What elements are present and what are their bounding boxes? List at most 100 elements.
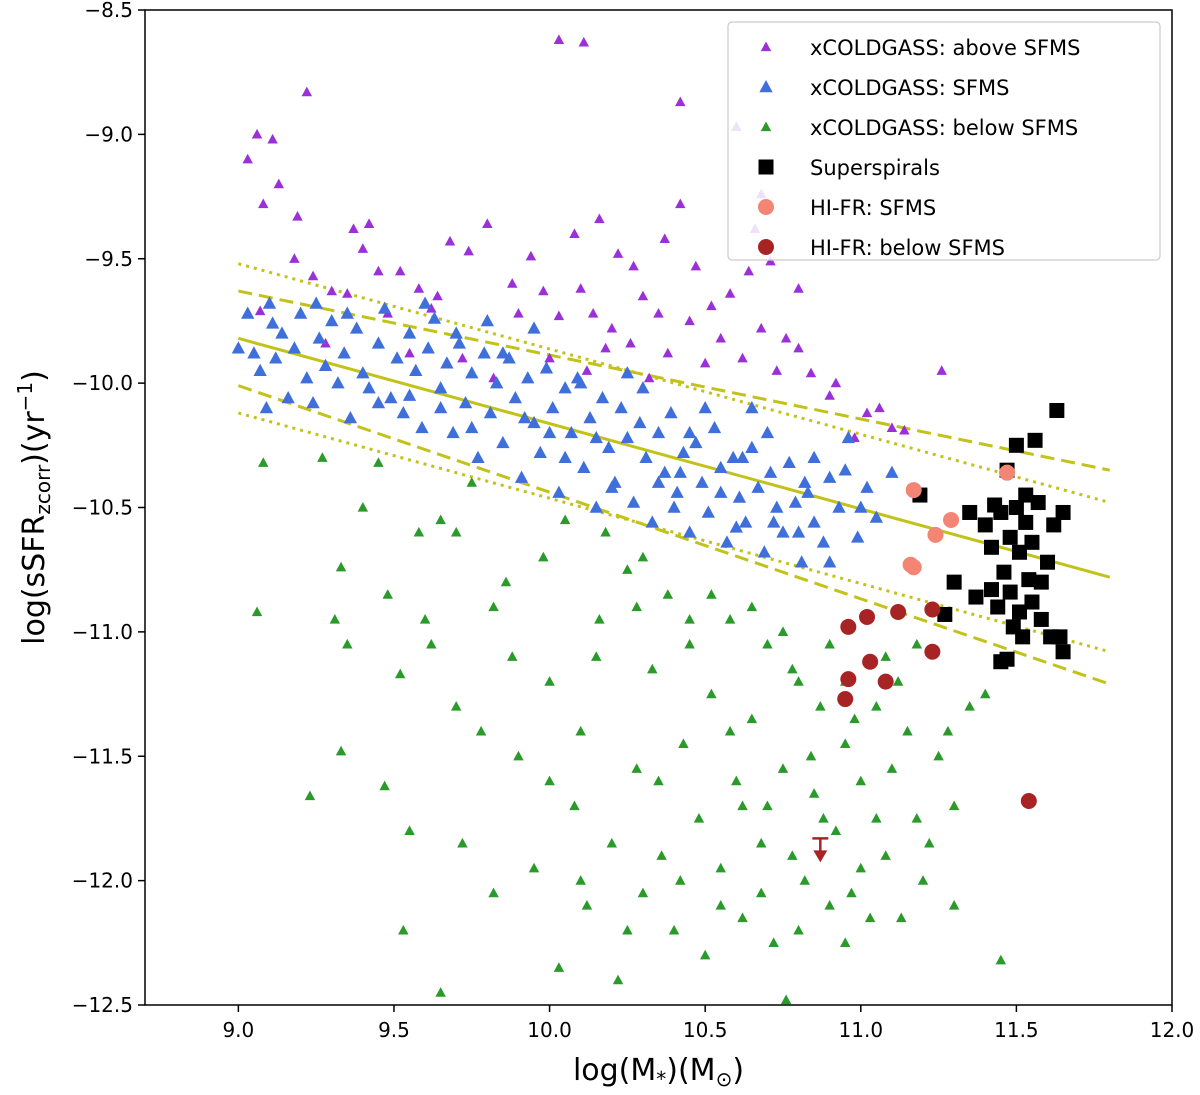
- point-hifr_sfms: [905, 482, 922, 499]
- point-sfms: [539, 361, 554, 374]
- point-below: [995, 954, 1007, 965]
- point-superspirals: [1008, 500, 1024, 515]
- point-above: [743, 265, 754, 276]
- y-tick-label: −10.5: [72, 496, 133, 520]
- point-sfms: [689, 435, 703, 449]
- point-sfms: [514, 470, 529, 483]
- x-tick-label: 11.0: [839, 1018, 884, 1042]
- point-above: [544, 352, 555, 363]
- point-superspirals: [990, 599, 1006, 615]
- point-below: [737, 800, 748, 811]
- x-tick-label: 10.5: [683, 1018, 728, 1042]
- point-sfms: [371, 336, 386, 349]
- point-above: [463, 245, 474, 256]
- point-sfms: [452, 336, 466, 349]
- legend-label-below: xCOLDGASS: below SFMS: [810, 116, 1078, 140]
- point-hifr_below: [890, 603, 907, 620]
- point-below: [706, 589, 717, 599]
- point-sfms: [409, 363, 423, 376]
- legend-label-superspirals: Superspirals: [810, 156, 940, 180]
- point-sfms: [851, 530, 865, 543]
- point-below: [656, 850, 667, 860]
- point-below: [911, 638, 923, 649]
- point-sfms: [595, 391, 610, 404]
- point-superspirals: [1033, 611, 1049, 627]
- point-sfms: [349, 321, 364, 334]
- point-hifr_below: [840, 671, 857, 688]
- point-below: [917, 875, 929, 885]
- point-hifr_below: [862, 653, 879, 670]
- y-axis-label-mid: )(yr: [17, 411, 52, 465]
- point-below: [808, 788, 820, 798]
- point-superspirals: [1018, 514, 1034, 530]
- point-sfms: [502, 351, 516, 364]
- point-above: [824, 390, 835, 400]
- point-hifr_below: [877, 673, 894, 690]
- point-below: [538, 551, 549, 562]
- point-above: [805, 367, 817, 378]
- point-sfms: [446, 425, 460, 439]
- point-below: [675, 875, 686, 885]
- y-tick-label: −11.0: [72, 620, 133, 644]
- point-above: [659, 233, 670, 243]
- point-superspirals: [937, 606, 953, 622]
- point-above: [553, 34, 565, 44]
- point-above: [513, 307, 524, 318]
- point-superspirals: [1024, 594, 1040, 610]
- point-above: [899, 424, 910, 435]
- point-sfms: [281, 391, 295, 404]
- point-sfms: [757, 545, 771, 558]
- point-below: [394, 668, 406, 679]
- y-tick-label: −9.0: [84, 122, 133, 146]
- point-sfms: [795, 555, 809, 568]
- point-below: [513, 750, 524, 761]
- point-above: [675, 96, 686, 107]
- x-axis-label-sub2: ⊙: [716, 1067, 733, 1091]
- point-below: [871, 701, 882, 711]
- point-below: [637, 551, 649, 562]
- point-below: [450, 701, 462, 711]
- point-sfms: [275, 326, 289, 339]
- point-sfms: [676, 445, 691, 459]
- point-sfms: [458, 396, 473, 409]
- point-sfms: [259, 401, 274, 414]
- point-superspirals: [1002, 529, 1018, 545]
- point-sfms: [766, 515, 781, 528]
- point-sfms: [418, 296, 432, 309]
- point-sfms: [791, 525, 806, 538]
- point-above: [653, 307, 664, 318]
- y-tick-label: −12.5: [72, 993, 133, 1017]
- point-below: [662, 589, 674, 599]
- point-sfms: [434, 381, 448, 394]
- point-below: [787, 850, 798, 860]
- series-superspirals: [912, 402, 1071, 670]
- point-hifr_below: [859, 608, 876, 625]
- point-sfms: [496, 435, 510, 449]
- point-hifr_below: [837, 691, 854, 708]
- legend-label-sfms: xCOLDGASS: SFMS: [810, 76, 1009, 100]
- x-tick-label: 11.5: [994, 1018, 1039, 1042]
- point-sfms: [869, 510, 883, 523]
- point-above: [578, 36, 590, 47]
- point-sfms: [682, 425, 697, 439]
- point-above: [307, 270, 319, 281]
- point-below: [777, 626, 789, 636]
- point-below: [815, 701, 826, 711]
- point-sfms: [832, 500, 846, 513]
- point-below: [942, 725, 954, 736]
- point-below: [849, 713, 860, 724]
- point-superspirals: [1018, 487, 1034, 503]
- point-below: [379, 780, 390, 791]
- point-superspirals: [1012, 544, 1028, 560]
- point-below: [746, 713, 758, 724]
- point-sfms: [667, 500, 681, 513]
- point-sfms: [760, 425, 775, 439]
- point-sfms: [331, 376, 345, 389]
- point-sfms: [658, 465, 672, 478]
- point-above: [662, 347, 674, 358]
- point-below: [924, 837, 935, 848]
- point-above: [587, 307, 599, 318]
- point-above: [251, 128, 263, 139]
- point-below: [419, 613, 431, 624]
